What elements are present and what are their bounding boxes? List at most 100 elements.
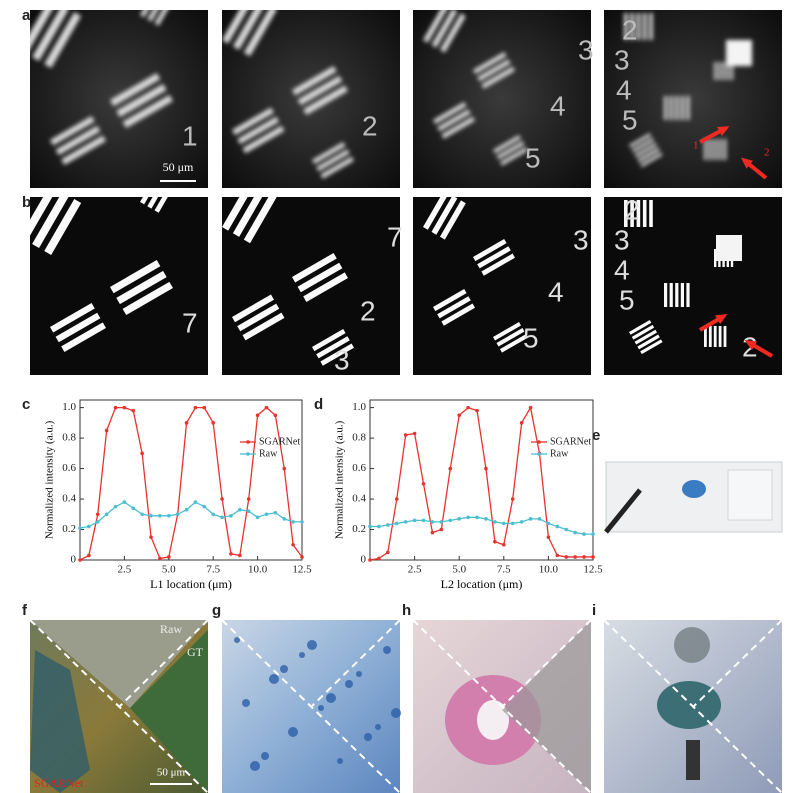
point	[484, 517, 488, 521]
y-tick-label: 0	[71, 554, 77, 566]
cell	[391, 708, 401, 718]
point	[185, 508, 189, 512]
panel-label: h	[402, 602, 411, 619]
point	[377, 525, 381, 529]
target-bar	[686, 96, 689, 120]
point	[556, 554, 560, 558]
cell	[299, 652, 305, 658]
y-tick-label: 1.0	[352, 401, 366, 413]
point	[413, 432, 417, 436]
target-digit: 4	[548, 276, 564, 307]
target-bar	[664, 96, 667, 120]
point	[529, 406, 533, 410]
y-tick-label: 0.4	[352, 493, 366, 505]
point	[185, 421, 189, 425]
point	[167, 555, 171, 559]
point	[282, 517, 286, 521]
x-tick-label: 5.0	[452, 564, 466, 576]
point	[448, 519, 452, 523]
cell	[318, 705, 324, 711]
point	[484, 467, 488, 471]
point	[229, 514, 233, 518]
point	[265, 512, 269, 516]
legend-label: SGARNet	[259, 436, 300, 447]
target-digit: 5	[525, 142, 541, 173]
point	[123, 406, 127, 410]
target-digit: 2	[622, 14, 638, 45]
point	[78, 526, 82, 530]
point	[368, 558, 372, 562]
target-bar	[664, 283, 667, 307]
legend-label: Raw	[259, 448, 278, 459]
panel-label: d	[314, 396, 323, 413]
image-panel: 345	[413, 191, 591, 375]
point	[538, 517, 542, 521]
point	[291, 520, 295, 524]
target-bar	[719, 326, 722, 347]
panel-label: a	[22, 7, 31, 24]
point	[404, 433, 408, 437]
y-tick-label: 1.0	[62, 401, 76, 413]
point	[203, 406, 207, 410]
label-raw: Raw	[160, 622, 182, 636]
point	[256, 413, 260, 417]
point	[395, 522, 399, 526]
x-axis-label: L2 location (μm)	[441, 577, 523, 591]
series-line	[370, 408, 593, 560]
point	[457, 413, 461, 417]
x-tick-label: 5.0	[162, 564, 176, 576]
cell	[356, 671, 362, 677]
cell	[337, 758, 343, 764]
point	[265, 406, 269, 410]
point	[582, 555, 586, 559]
target-bar	[643, 200, 647, 227]
series-line	[80, 408, 302, 560]
point	[475, 516, 479, 520]
target-bar	[670, 96, 673, 120]
legend-label: Raw	[550, 448, 569, 459]
label-gt: GT	[187, 645, 204, 659]
target-digit: 5	[523, 322, 539, 353]
image-panel: 345	[413, 4, 594, 188]
x-tick-label: 7.5	[206, 564, 220, 576]
point	[220, 497, 224, 501]
point	[87, 525, 91, 529]
point	[440, 528, 444, 532]
target-bar	[643, 13, 647, 40]
point	[493, 540, 497, 544]
target-bar	[714, 326, 717, 347]
cell	[261, 752, 269, 760]
point	[431, 531, 435, 535]
target-bar	[709, 326, 712, 347]
target-digit: 3	[573, 224, 589, 255]
x-tick-label: 10.0	[539, 564, 559, 576]
point	[149, 535, 153, 539]
target-digit: 5	[622, 104, 638, 135]
image-panels: 12345234577233452345250 μm12RawGTSGARNet…	[20, 0, 782, 793]
target-bar	[724, 326, 727, 347]
point	[466, 516, 470, 520]
figure: 12345234577233452345250 μm12RawGTSGARNet…	[0, 0, 791, 793]
plot-frame	[80, 400, 302, 560]
point	[591, 532, 595, 536]
target-square	[726, 40, 752, 66]
point	[520, 520, 524, 524]
x-tick-label: 2.5	[118, 564, 132, 576]
point	[413, 519, 417, 523]
target-bar	[724, 139, 727, 160]
target-digit: 4	[550, 90, 566, 121]
point	[440, 520, 444, 524]
point	[547, 535, 551, 539]
target-bar	[681, 283, 684, 307]
y-tick-label: 0.6	[352, 462, 366, 474]
point	[300, 520, 304, 524]
point	[140, 512, 144, 516]
panel-label: b	[22, 194, 31, 211]
shadow	[674, 627, 710, 663]
point	[238, 508, 242, 512]
point	[466, 406, 470, 410]
target-digit: 3	[334, 344, 350, 375]
target-bar	[649, 13, 653, 40]
point	[422, 519, 426, 523]
